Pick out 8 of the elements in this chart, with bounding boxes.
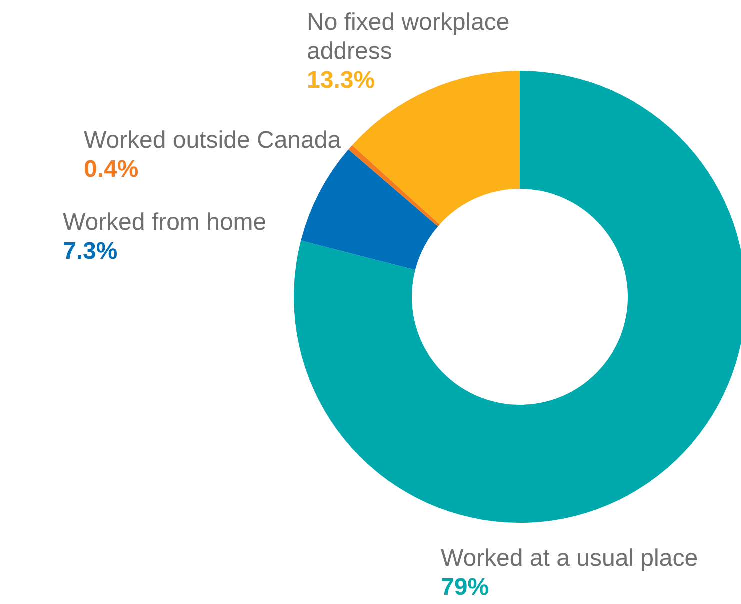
data-label: 7.3%: [63, 238, 118, 265]
slice-label: Worked from home: [63, 209, 267, 236]
slice-label: Worked at a usual place: [441, 545, 698, 572]
data-label: 79%: [441, 574, 490, 601]
slice-label: Worked outside Canada: [84, 127, 342, 154]
data-label: 0.4%: [84, 156, 139, 183]
slice-label: No fixed workplace address: [307, 9, 510, 65]
data-label: 13.3%: [307, 67, 376, 94]
